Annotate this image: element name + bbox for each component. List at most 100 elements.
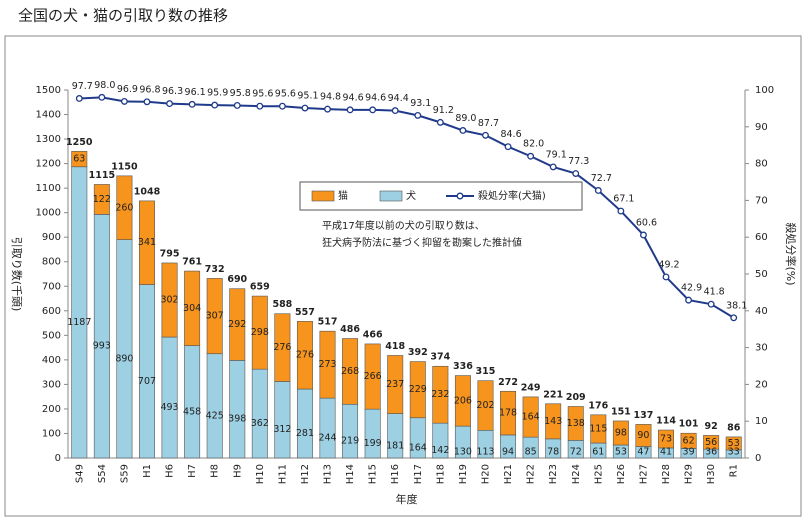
total-label: 1048 xyxy=(134,186,161,197)
dog-value-label: 890 xyxy=(115,353,133,364)
cat-value-label: 143 xyxy=(544,416,562,427)
cat-value-label: 276 xyxy=(296,350,314,361)
cat-value-label: 56 xyxy=(705,437,717,448)
legend-marker xyxy=(456,192,464,200)
rate-label: 95.6 xyxy=(252,89,273,100)
total-label: 418 xyxy=(385,341,405,352)
rate-label: 38.1 xyxy=(726,300,747,311)
dog-value-label: 281 xyxy=(296,428,314,439)
rate-point xyxy=(549,163,557,171)
dog-value-label: 33 xyxy=(728,447,740,458)
x-tick-label: H19 xyxy=(458,464,469,484)
cat-bar xyxy=(612,420,629,446)
cat-bar xyxy=(296,321,313,390)
y-axis-title: 引取り数(千頭) xyxy=(10,237,24,312)
y2-tick-label: 30 xyxy=(755,343,768,354)
dog-value-label: 458 xyxy=(183,406,201,417)
dog-value-label: 1187 xyxy=(67,317,91,328)
cat-value-label: 266 xyxy=(364,371,382,382)
dog-bar xyxy=(184,345,201,459)
y-tick-label: 1300 xyxy=(36,134,61,145)
dog-bar xyxy=(116,239,133,459)
total-label: 209 xyxy=(566,392,586,403)
cat-value-label: 164 xyxy=(522,412,540,423)
cat-bar xyxy=(545,403,562,440)
cat-value-label: 273 xyxy=(318,359,336,370)
dog-bar xyxy=(229,360,246,459)
cat-value-label: 63 xyxy=(73,154,85,165)
cat-value-label: 229 xyxy=(409,384,427,395)
rate-point xyxy=(188,100,196,108)
cat-bar xyxy=(387,355,404,414)
cat-value-label: 276 xyxy=(273,342,291,353)
y-tick-label: 1000 xyxy=(36,208,61,219)
dog-value-label: 39 xyxy=(683,447,695,458)
cat-bar xyxy=(703,435,720,450)
total-label: 659 xyxy=(250,282,270,293)
rate-label: 94.6 xyxy=(365,92,386,103)
rate-label: 49.2 xyxy=(658,259,679,270)
chart-title: 全国の犬・猫の引取り数の推移 xyxy=(18,7,228,25)
rate-point xyxy=(120,97,128,105)
rate-label: 79.1 xyxy=(546,149,567,160)
cat-bar xyxy=(274,313,291,382)
rate-point xyxy=(301,104,309,112)
chart-frame xyxy=(4,35,802,517)
rate-label: 96.9 xyxy=(117,84,138,95)
total-label: 557 xyxy=(295,307,315,318)
rate-point xyxy=(233,102,241,109)
cat-value-label: 292 xyxy=(228,319,246,330)
rate-label: 96.3 xyxy=(162,86,183,97)
y2-tick-label: 20 xyxy=(755,379,768,390)
rate-point xyxy=(278,102,286,110)
total-label: 588 xyxy=(272,299,292,310)
total-label: 137 xyxy=(634,410,654,421)
dog-bar xyxy=(139,284,155,459)
y-tick-label: 800 xyxy=(42,257,61,268)
dog-value-label: 425 xyxy=(206,410,224,421)
dog-bar xyxy=(387,413,404,459)
x-tick-label: H1 xyxy=(142,464,153,478)
x-tick-label: S59 xyxy=(119,464,130,483)
rate-point xyxy=(324,105,331,113)
cat-bar xyxy=(71,151,88,168)
x-tick-label: H21 xyxy=(503,464,514,484)
rate-point xyxy=(346,106,354,114)
cat-bar xyxy=(342,338,359,405)
y2-tick-label: 100 xyxy=(755,85,774,96)
cat-value-label: 268 xyxy=(341,366,359,377)
dog-value-label: 53 xyxy=(615,447,627,458)
dog-bar xyxy=(296,388,313,459)
x-tick-label: H28 xyxy=(661,464,672,484)
x-tick-label: H13 xyxy=(323,464,334,484)
dog-value-label: 113 xyxy=(476,447,494,458)
y2-tick-label: 0 xyxy=(755,453,761,464)
dog-value-label: 72 xyxy=(570,447,582,458)
dog-value-label: 244 xyxy=(318,433,336,444)
y-tick-label: 1200 xyxy=(36,159,61,170)
y-tick-label: 1100 xyxy=(36,183,61,194)
cat-bar xyxy=(500,390,517,436)
total-label: 336 xyxy=(453,361,473,372)
dog-value-label: 85 xyxy=(525,447,537,458)
cat-bar xyxy=(206,278,223,355)
total-label: 151 xyxy=(611,406,631,417)
y-tick-label: 600 xyxy=(42,306,61,317)
cat-value-label: 115 xyxy=(589,423,607,434)
rate-point xyxy=(685,296,693,304)
dog-bar xyxy=(364,408,381,459)
dog-value-label: 36 xyxy=(705,447,717,458)
rate-label: 95.8 xyxy=(230,88,251,99)
dog-value-label: 47 xyxy=(637,447,649,458)
cat-bar xyxy=(161,262,178,338)
rate-label: 42.9 xyxy=(681,283,702,294)
total-label: 466 xyxy=(363,329,383,340)
rate-label: 94.8 xyxy=(320,92,341,103)
x-tick-label: H29 xyxy=(684,464,695,484)
y-tick-label: 100 xyxy=(42,428,61,439)
x-tick-label: H30 xyxy=(706,464,717,484)
rate-point xyxy=(369,106,377,114)
cat-value-label: 53 xyxy=(728,438,740,449)
cat-bar xyxy=(432,365,449,424)
